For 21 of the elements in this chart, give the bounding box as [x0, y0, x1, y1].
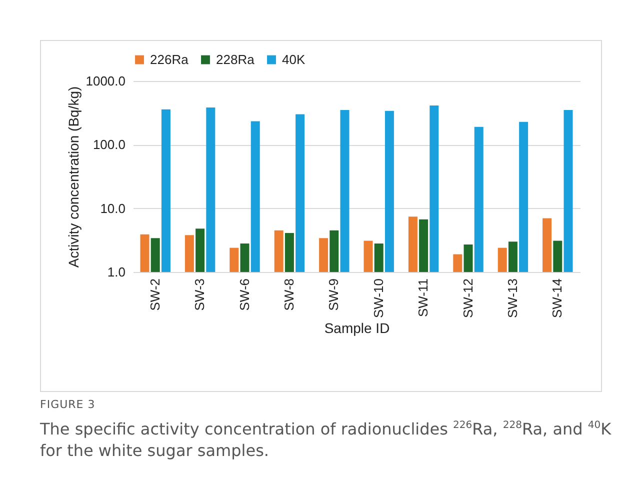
x-tick-label: SW-14	[550, 278, 565, 318]
y-tick-label: 1.0	[107, 264, 126, 280]
x-tick-label: SW-12	[460, 278, 476, 318]
legend-label: 226Ra	[150, 52, 190, 67]
y-axis-title: Activity concentration (Bq/kg)	[66, 86, 82, 268]
x-tick-label: SW-11	[416, 278, 431, 318]
legend-label: 40K	[282, 52, 306, 67]
caption: FIGURE 3	[40, 398, 96, 411]
y-tick-label: 100.0	[92, 137, 126, 152]
x-tick-label: SW-2	[147, 278, 162, 311]
text: The specific activity concentration of radionuclides $^{226}$Ra, $^{228}$Ra, and $^{40}$K for the white sugar samples.	[40, 419, 612, 460]
legend-label: 228Ra	[216, 52, 256, 67]
y-tick-label: 10.0	[100, 200, 126, 216]
x-tick-label: SW-3	[192, 278, 208, 311]
x-tick-label: SW-13	[504, 278, 520, 318]
x-tick-label: SW-10	[370, 278, 386, 318]
x-tick-label: SW-9	[326, 278, 342, 311]
x-axis-title: Sample ID	[324, 320, 390, 336]
x-tick-label: SW-6	[236, 278, 252, 311]
x-tick-label: SW-8	[281, 278, 296, 311]
y-tick-label: 1000.0	[86, 74, 126, 88]
